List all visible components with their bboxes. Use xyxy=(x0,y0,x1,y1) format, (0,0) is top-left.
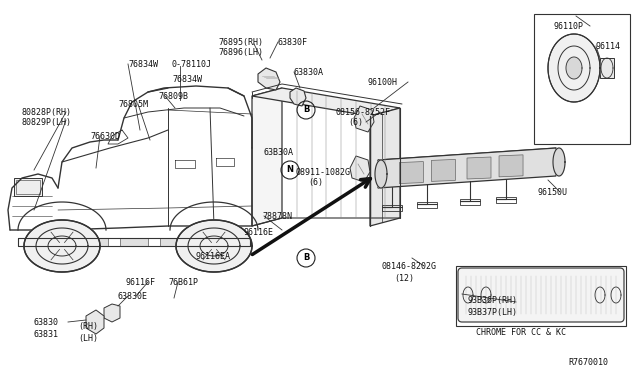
Text: 76834W: 76834W xyxy=(128,60,158,69)
Bar xyxy=(120,238,148,246)
Text: CHROME FOR CC & KC: CHROME FOR CC & KC xyxy=(476,328,566,337)
Polygon shape xyxy=(378,148,556,188)
Polygon shape xyxy=(467,157,491,179)
Polygon shape xyxy=(370,108,400,226)
Text: 76896(LH): 76896(LH) xyxy=(218,48,263,57)
Polygon shape xyxy=(104,304,120,322)
Text: 96100H: 96100H xyxy=(368,78,398,87)
Bar xyxy=(14,178,42,196)
Polygon shape xyxy=(252,88,282,226)
FancyBboxPatch shape xyxy=(458,268,624,322)
Text: 08156-8252F: 08156-8252F xyxy=(336,108,391,117)
Text: 63830A: 63830A xyxy=(294,68,324,77)
Text: 80828P(RH): 80828P(RH) xyxy=(22,108,72,117)
Bar xyxy=(417,202,437,208)
Polygon shape xyxy=(350,156,370,182)
Polygon shape xyxy=(258,68,280,90)
Text: 08146-8202G: 08146-8202G xyxy=(382,262,437,271)
Text: 96110P: 96110P xyxy=(554,22,584,31)
Bar xyxy=(40,238,68,246)
Polygon shape xyxy=(499,155,523,177)
Text: (LH): (LH) xyxy=(78,334,98,343)
Text: 63830F: 63830F xyxy=(278,38,308,47)
Text: B: B xyxy=(303,253,309,263)
Text: 76834W: 76834W xyxy=(172,75,202,84)
Polygon shape xyxy=(399,161,424,183)
Text: 80829P(LH): 80829P(LH) xyxy=(22,118,72,127)
Bar xyxy=(382,205,402,211)
Text: (6): (6) xyxy=(348,118,363,127)
Polygon shape xyxy=(566,57,582,79)
Bar xyxy=(16,180,40,194)
Bar xyxy=(200,238,228,246)
Text: (6): (6) xyxy=(308,178,323,187)
Text: 0-78110J: 0-78110J xyxy=(172,60,212,69)
Text: R7670010: R7670010 xyxy=(568,358,608,367)
Bar xyxy=(80,238,108,246)
Polygon shape xyxy=(375,160,387,188)
Polygon shape xyxy=(431,159,456,182)
Text: N: N xyxy=(287,166,294,174)
Text: 96116E: 96116E xyxy=(244,228,274,237)
Text: 96150U: 96150U xyxy=(538,188,568,197)
Text: (12): (12) xyxy=(394,274,414,283)
Polygon shape xyxy=(176,220,252,272)
Polygon shape xyxy=(252,88,400,116)
Bar xyxy=(600,58,614,78)
Text: 08911-1082G: 08911-1082G xyxy=(296,168,351,177)
Text: 63B30A: 63B30A xyxy=(264,148,294,157)
Text: 63830: 63830 xyxy=(34,318,59,327)
Text: 76630D: 76630D xyxy=(90,132,120,141)
Text: 76805M: 76805M xyxy=(118,100,148,109)
Bar xyxy=(160,238,188,246)
Text: 96114: 96114 xyxy=(596,42,621,51)
Polygon shape xyxy=(86,310,104,334)
Text: 76B61P: 76B61P xyxy=(168,278,198,287)
Text: 96116F: 96116F xyxy=(126,278,156,287)
Polygon shape xyxy=(354,106,374,132)
Text: 93B37P(LH): 93B37P(LH) xyxy=(468,308,518,317)
Polygon shape xyxy=(290,88,306,106)
Bar xyxy=(460,199,480,205)
Text: 93B36P(RH): 93B36P(RH) xyxy=(468,296,518,305)
Polygon shape xyxy=(378,148,562,168)
Polygon shape xyxy=(548,34,600,102)
Text: B: B xyxy=(303,106,309,115)
Text: 76809B: 76809B xyxy=(158,92,188,101)
Polygon shape xyxy=(553,148,565,176)
Text: 96116EA: 96116EA xyxy=(196,252,231,261)
Text: 63831: 63831 xyxy=(34,330,59,339)
Bar xyxy=(534,14,630,144)
Text: (RH): (RH) xyxy=(78,322,98,331)
Text: 78878N: 78878N xyxy=(262,212,292,221)
Polygon shape xyxy=(24,220,100,272)
Bar xyxy=(496,197,516,203)
Bar xyxy=(456,266,626,326)
Text: 63830E: 63830E xyxy=(118,292,148,301)
Text: 76895(RH): 76895(RH) xyxy=(218,38,263,47)
